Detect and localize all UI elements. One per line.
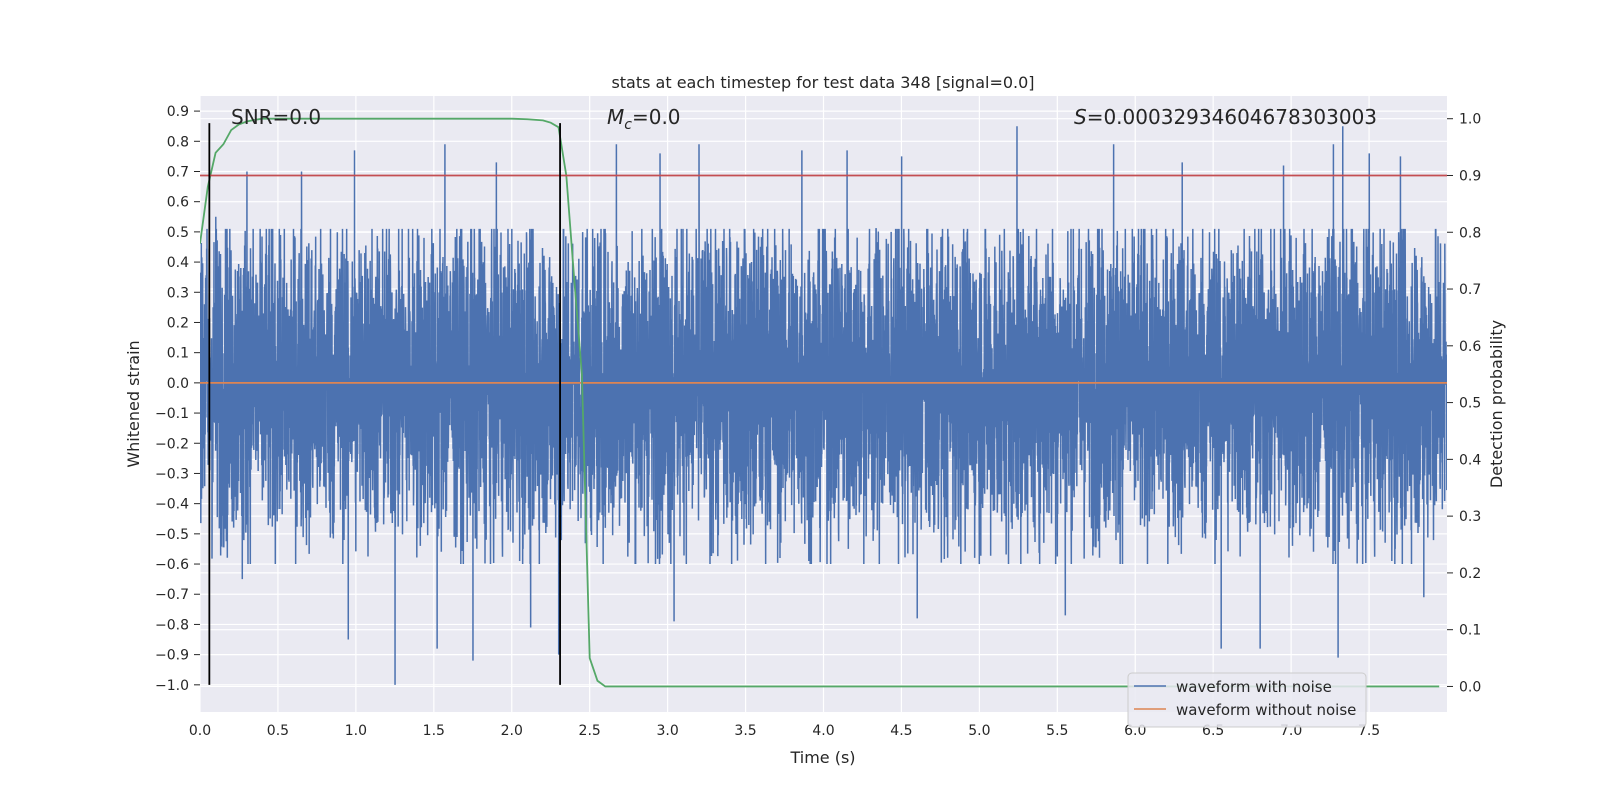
y2-tick-label: 0.0 bbox=[1459, 679, 1481, 695]
chirp-mass-annotation: Mc=0.0 bbox=[607, 105, 681, 133]
y-tick-label: −0.6 bbox=[155, 557, 189, 573]
y-tick-label: 0.6 bbox=[167, 195, 189, 211]
legend: waveform with noise waveform without noi… bbox=[1127, 672, 1367, 728]
y2-tick-label: 0.4 bbox=[1459, 452, 1481, 468]
y-tick-label: −0.9 bbox=[155, 648, 189, 664]
x-tick-label: 4.0 bbox=[812, 723, 834, 739]
y2-tick-label: 0.8 bbox=[1459, 225, 1481, 241]
y-axis-label: Whitened strain bbox=[124, 340, 143, 467]
y-tick-label: −0.5 bbox=[155, 527, 189, 543]
y2-tick-label: 0.1 bbox=[1459, 623, 1481, 639]
y-tick-label: 0.0 bbox=[167, 376, 189, 392]
y2-tick-label: 0.5 bbox=[1459, 396, 1481, 412]
x-tick-label: 0.0 bbox=[189, 723, 211, 739]
x-tick-label: 2.5 bbox=[579, 723, 601, 739]
x-tick-label: 4.5 bbox=[890, 723, 912, 739]
x-axis: 0.0 0.5 1.0 1.5 2.0 2.5 3.0 3.5 4.0 4.5 5.0 5.5 6.0 6… bbox=[189, 723, 1380, 739]
y2-tick-label: 1.0 bbox=[1459, 112, 1481, 128]
y-axis-left: 0.9 0.8 0.7 0.6 0.5 0.4 0.3 0.2 0.1 0.0 −0.1 −0.2 −0… bbox=[155, 104, 200, 694]
y-tick-label: 0.9 bbox=[167, 104, 189, 120]
series-waveform-with-noise bbox=[200, 126, 1447, 685]
y-tick-label: −0.2 bbox=[155, 436, 189, 452]
legend-label-waveform-without-noise: waveform without noise bbox=[1176, 701, 1356, 719]
y-tick-label: 0.5 bbox=[167, 225, 189, 241]
y-tick-label: 0.4 bbox=[167, 255, 189, 271]
y-tick-label: −1.0 bbox=[155, 678, 189, 694]
x-axis-label: Time (s) bbox=[789, 748, 855, 767]
legend-label-waveform-with-noise: waveform with noise bbox=[1176, 678, 1332, 696]
y-axis-right: 1.0 0.9 0.8 0.7 0.6 0.5 0.4 0.3 0.2 0.1 0.0 bbox=[1447, 112, 1481, 695]
x-tick-label: 1.0 bbox=[345, 723, 367, 739]
snr-annotation: SNR=0.0 bbox=[231, 105, 321, 129]
x-tick-label: 0.5 bbox=[267, 723, 289, 739]
x-tick-label: 5.0 bbox=[968, 723, 990, 739]
y2-tick-label: 0.6 bbox=[1459, 339, 1481, 355]
y-tick-label: 0.8 bbox=[167, 134, 189, 150]
chart-title: stats at each timestep for test data 348… bbox=[611, 73, 1034, 92]
y2-axis-label: Detection probability bbox=[1487, 320, 1506, 488]
legend-box bbox=[1127, 672, 1367, 728]
y-tick-label: 0.2 bbox=[167, 315, 189, 331]
chirp-mass-symbol: M bbox=[607, 105, 624, 129]
y2-tick-label: 0.9 bbox=[1459, 168, 1481, 184]
s-symbol: S bbox=[1074, 105, 1087, 129]
s-value: =0.00032934604678303003 bbox=[1087, 105, 1377, 129]
y-tick-label: 0.3 bbox=[167, 285, 189, 301]
y-tick-label: −0.7 bbox=[155, 587, 189, 603]
y2-tick-label: 0.3 bbox=[1459, 509, 1481, 525]
y-tick-label: 0.7 bbox=[167, 164, 189, 180]
s-annotation: S=0.00032934604678303003 bbox=[1074, 105, 1377, 129]
chirp-mass-subscript: c bbox=[624, 117, 632, 133]
y-tick-label: −0.8 bbox=[155, 617, 189, 633]
x-tick-label: 1.5 bbox=[423, 723, 445, 739]
y-tick-label: −0.4 bbox=[155, 497, 189, 513]
chirp-mass-value: =0.0 bbox=[632, 105, 681, 129]
y-tick-label: −0.3 bbox=[155, 466, 189, 482]
y-tick-label: −0.1 bbox=[155, 406, 189, 422]
series-detection-probability bbox=[200, 117, 1440, 688]
x-tick-label: 3.0 bbox=[656, 723, 678, 739]
x-tick-label: 2.0 bbox=[501, 723, 523, 739]
y-tick-label: 0.1 bbox=[167, 346, 189, 362]
x-tick-label: 3.5 bbox=[734, 723, 756, 739]
y2-tick-label: 0.2 bbox=[1459, 566, 1481, 582]
y2-tick-label: 0.7 bbox=[1459, 282, 1481, 298]
x-tick-label: 5.5 bbox=[1046, 723, 1068, 739]
